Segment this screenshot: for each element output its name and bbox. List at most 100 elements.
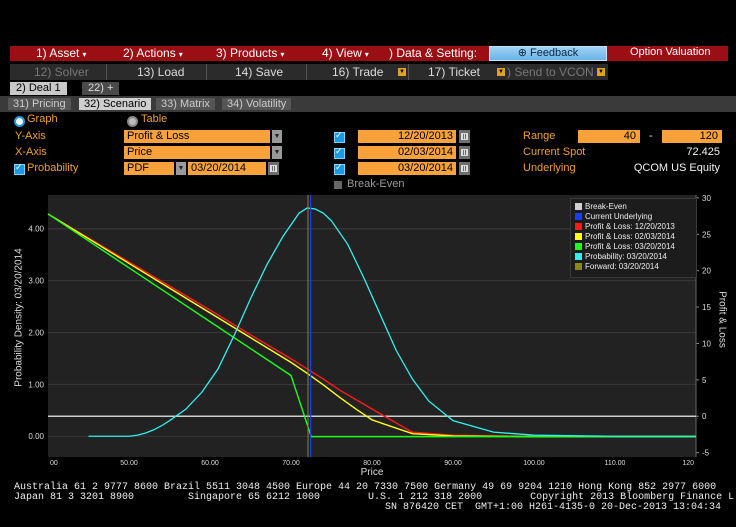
y-left-tick-label: 4.00 — [28, 225, 44, 234]
y-right-tick-label: 0 — [702, 412, 707, 421]
calendar-icon[interactable] — [268, 162, 279, 175]
solver-button[interactable]: 12) Solver — [34, 65, 89, 79]
legend-item-forward: Forward: 03/20/2014 — [575, 262, 659, 272]
date-3-field[interactable]: 03/20/2014 — [358, 162, 456, 175]
x-tick-label: 00 — [50, 460, 58, 467]
y-right-axis-title: Profit & Loss — [716, 291, 728, 348]
send-to-vcon-button[interactable]: ) Send to VCON — [507, 65, 594, 79]
ticket-button[interactable]: 17) Ticket — [428, 65, 481, 79]
trade-dropdown-icon[interactable]: ▼ — [398, 68, 406, 76]
legend-swatch — [575, 233, 582, 241]
chart-legend: Break-Even Current Underlying Profit & L… — [570, 198, 697, 278]
footer-contacts-line-2: Japan 81 3 3201 8900 Singapore 65 6212 1… — [14, 492, 736, 503]
y-left-tick-label: 1.00 — [28, 380, 44, 389]
y-left-tick-label: 3.00 — [28, 277, 44, 286]
current-spot-label: Current Spot — [523, 146, 586, 158]
tab-pricing[interactable]: 31) Pricing — [8, 98, 71, 110]
range-max-field[interactable]: 120 — [662, 130, 722, 143]
save-button[interactable]: 14) Save — [235, 65, 284, 79]
trade-button[interactable]: 16) Trade — [332, 65, 384, 79]
y-left-tick-label: 0.00 — [28, 432, 44, 441]
x-tick-label: 110.00 — [605, 460, 626, 467]
y-left-axis-title-wrap: Probability Density: 03/20/2014 — [2, 232, 32, 412]
y-axis-select[interactable]: Profit & Loss — [124, 130, 270, 143]
range-label: Range — [523, 130, 556, 142]
legend-swatch — [575, 223, 582, 231]
toolbar-divider — [206, 64, 207, 80]
graph-radio[interactable] — [14, 116, 25, 127]
tab-scenario[interactable]: 32) Scenario — [79, 98, 152, 110]
y-right-tick-label: 25 — [702, 230, 711, 239]
probability-dropdown-icon[interactable]: ▼ — [176, 162, 186, 175]
break-even-checkbox[interactable] — [334, 181, 342, 189]
range-min-field[interactable]: 40 — [578, 130, 640, 143]
tab-matrix[interactable]: 33) Matrix — [156, 98, 215, 110]
tab-deal-1[interactable]: 2) Deal 1 — [10, 82, 67, 95]
range-separator: - — [649, 130, 653, 142]
underlying-value: QCOM US Equity — [633, 162, 720, 174]
x-tick-label: 60.00 — [201, 460, 219, 467]
probability-select[interactable]: PDF — [124, 162, 174, 175]
menu-data-settings[interactable]: ) Data & Setting: — [389, 46, 478, 60]
load-button[interactable]: 13) Load — [137, 65, 185, 79]
y-axis-dropdown-icon[interactable]: ▼ — [272, 130, 282, 143]
tab-add-deal[interactable]: 22) + — [82, 82, 120, 95]
menu-actions[interactable]: 2) Actions ▾ — [123, 46, 183, 60]
toolbar-divider — [106, 64, 107, 80]
date-1-field[interactable]: 12/20/2013 — [358, 130, 456, 143]
chevron-down-icon: ▾ — [280, 50, 285, 59]
legend-item-current-underlying: Current Underlying — [575, 212, 652, 222]
y-right-tick-label: 15 — [702, 303, 711, 312]
date-1-checkbox[interactable] — [334, 130, 345, 143]
y-right-tick-label: 20 — [702, 267, 711, 276]
legend-item-break-even: Break-Even — [575, 202, 627, 212]
feedback-button[interactable]: ⊕ Feedback — [489, 46, 607, 61]
date-2-field[interactable]: 02/03/2014 — [358, 146, 456, 159]
legend-item-pl-3: Profit & Loss: 03/20/2014 — [575, 242, 675, 252]
menu-view[interactable]: 4) View ▾ — [322, 46, 369, 60]
y-right-tick-label: 10 — [702, 339, 711, 348]
main-menu-bar: 1) Asset ▾ 2) Actions ▾ 3) Products ▾ 4) Vi… — [10, 46, 728, 61]
table-radio[interactable] — [127, 116, 138, 127]
legend-swatch — [575, 253, 582, 261]
calendar-icon[interactable] — [459, 130, 470, 143]
y-left-axis-title: Probability Density: 03/20/2014 — [13, 248, 25, 387]
legend-swatch — [575, 203, 582, 211]
menu-products[interactable]: 3) Products ▾ — [216, 46, 285, 60]
date-2-checkbox[interactable] — [334, 146, 345, 159]
probability-label: Probability — [27, 162, 79, 174]
toolbar-divider — [408, 64, 409, 80]
date-3-checkbox[interactable] — [334, 162, 345, 175]
probability-checkbox[interactable] — [14, 162, 25, 175]
action-toolbar: 12) Solver 13) Load 14) Save 16) Trade ▼… — [10, 64, 608, 80]
chevron-down-icon: ▾ — [178, 50, 183, 59]
y-left-tick-label: 2.00 — [28, 328, 44, 337]
chevron-down-icon: ▾ — [82, 50, 87, 59]
table-label: Table — [141, 113, 168, 125]
series-line-profit-loss-12-20-2013 — [47, 213, 696, 438]
tab-volatility[interactable]: 34) Volatility — [222, 98, 292, 110]
current-spot-value: 72.425 — [686, 146, 720, 158]
y-right-tick-label: 30 — [702, 194, 711, 203]
footer-contacts-line-1: Australia 61 2 9777 8600 Brazil 5511 304… — [14, 482, 717, 493]
x-axis-label: X-Axis — [15, 146, 47, 158]
x-tick-label: 100.00 — [523, 460, 545, 467]
legend-swatch — [575, 263, 582, 271]
vcon-dropdown-icon[interactable]: ▼ — [597, 68, 605, 76]
x-axis-dropdown-icon[interactable]: ▼ — [272, 146, 282, 159]
x-axis-title: Price — [360, 467, 384, 478]
legend-item-pl-2: Profit & Loss: 02/03/2014 — [575, 232, 675, 242]
x-tick-label: 120 — [682, 460, 694, 467]
calendar-icon[interactable] — [459, 146, 470, 159]
legend-item-pl-1: Profit & Loss: 12/20/2013 — [575, 222, 675, 232]
ticket-dropdown-icon[interactable]: ▼ — [497, 68, 505, 76]
x-tick-label: 50.00 — [120, 460, 138, 467]
footer-session-info: SN 876420 CET GMT+1:00 H261-4135-0 20-De… — [385, 502, 722, 513]
calendar-icon[interactable] — [459, 162, 470, 175]
probability-date-field[interactable]: 03/20/2014 — [188, 162, 266, 175]
menu-asset[interactable]: 1) Asset ▾ — [36, 46, 87, 60]
graph-label: Graph — [27, 113, 58, 125]
x-axis-select[interactable]: Price — [124, 146, 270, 159]
y-right-axis-title-wrap: Profit & Loss — [706, 270, 736, 370]
subtab-bar: 31) Pricing 32) Scenario 33) Matrix 34) … — [0, 96, 736, 112]
